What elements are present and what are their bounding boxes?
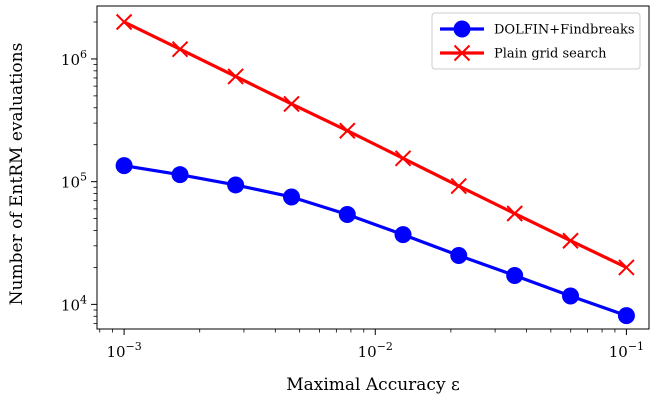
series-layer (115, 13, 635, 325)
data-point-x (394, 150, 412, 167)
legend-marker-circle (453, 20, 471, 38)
legend: DOLFIN+Findbreaks Plain grid search (431, 12, 641, 70)
data-point-circle (227, 176, 245, 194)
x-tick-label: 10−2 (358, 340, 393, 361)
legend-marker-x (453, 44, 471, 62)
legend-label: Plain grid search (494, 47, 607, 62)
data-point-circle (115, 157, 133, 175)
data-point-circle (394, 226, 412, 244)
data-point-x (506, 205, 523, 222)
series-dolfin-findbreaks (115, 157, 635, 325)
data-point-x (115, 13, 133, 31)
y-tick-label: 105 (61, 171, 87, 192)
data-point-circle (283, 188, 301, 206)
data-point-x (283, 95, 300, 113)
series-plain-grid-search (115, 13, 635, 276)
data-point-circle (338, 205, 356, 223)
data-point-x (562, 232, 579, 249)
data-point-circle (171, 166, 189, 184)
data-point-circle (450, 247, 468, 265)
data-point-x (450, 177, 467, 195)
y-axis-label: Number of EntRM evaluations (7, 43, 27, 306)
y-tick-label: 104 (61, 293, 87, 314)
data-point-circle (562, 287, 580, 305)
x-tick-label: 10−1 (609, 340, 644, 361)
data-point-x (227, 68, 244, 85)
data-point-x (618, 259, 635, 276)
series-line (123, 164, 627, 318)
data-point-x (339, 122, 356, 139)
data-point-circle (617, 307, 635, 325)
axes: 10−3 10−2 10−1 104 105 106 (61, 21, 644, 361)
y-tick-label: 106 (61, 48, 87, 69)
data-point-x (171, 41, 189, 58)
legend-label: DOLFIN+Findbreaks (494, 23, 635, 38)
legend-box (431, 12, 641, 70)
data-point-circle (506, 266, 524, 284)
x-tick-label: 10−3 (106, 340, 141, 361)
series-line (123, 20, 628, 269)
x-axis-label: Maximal Accuracy ε (286, 375, 460, 395)
